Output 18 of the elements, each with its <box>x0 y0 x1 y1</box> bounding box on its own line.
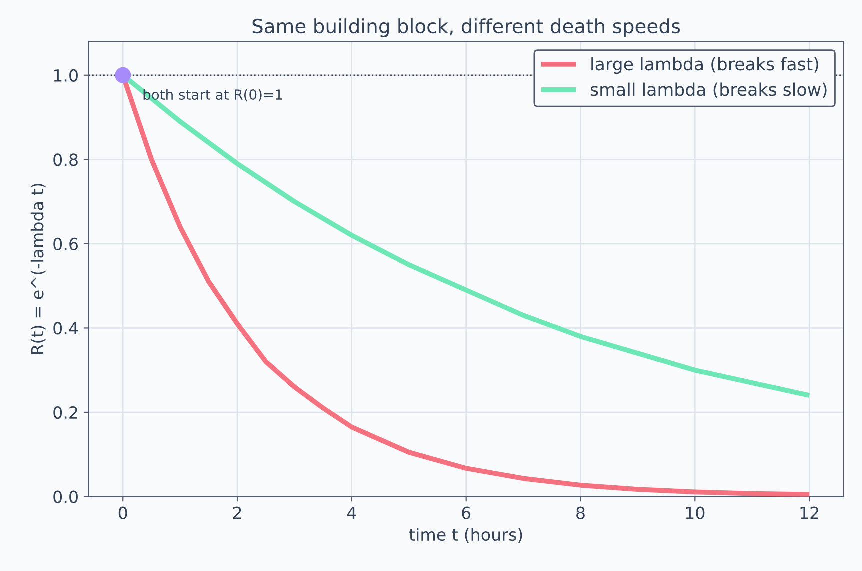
y-tick-label: 0.0 <box>54 490 78 504</box>
x-tick-label: 2 <box>233 506 242 520</box>
x-tick-label: 8 <box>576 506 585 520</box>
x-tick-label: 12 <box>800 506 819 520</box>
y-tick-label: 0.4 <box>54 322 78 335</box>
legend-label: small lambda (breaks slow) <box>590 82 827 98</box>
y-tick-label: 0.2 <box>54 406 78 420</box>
y-axis-title: R(t) = e^(-lambda t) <box>30 184 46 354</box>
x-tick-label: 4 <box>347 507 356 520</box>
x-axis-title: time t (hours) <box>409 528 522 544</box>
x-tick-label: 0 <box>118 506 128 520</box>
y-tick-label: 0.8 <box>54 154 78 166</box>
x-tick-label: 10 <box>686 506 705 520</box>
x-tick-label: 6 <box>462 506 471 520</box>
y-tick-label: 1.0 <box>54 69 78 82</box>
y-tick-label: 0.6 <box>54 238 78 251</box>
chart-title: Same building block, different death speeds <box>252 18 680 38</box>
legend-label: large lambda (breaks fast) <box>592 57 818 74</box>
